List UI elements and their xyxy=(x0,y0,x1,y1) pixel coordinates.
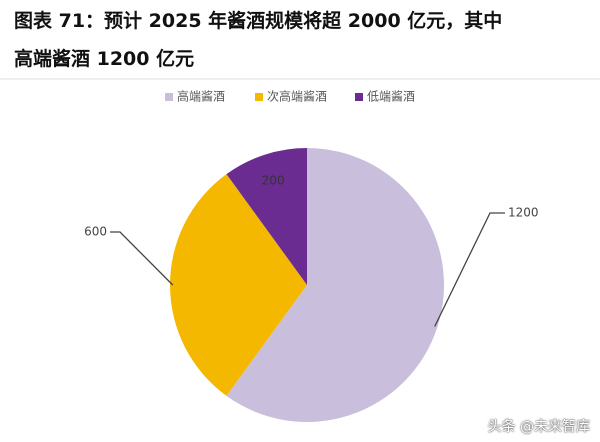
legend-label: 低端酱酒 xyxy=(367,89,415,104)
legend-swatch xyxy=(355,93,363,101)
legend-swatch xyxy=(165,93,173,101)
pie-slice xyxy=(226,148,444,422)
legend-label: 高端酱酒 xyxy=(177,89,225,104)
chart-title: 图表 71：预计 2025 年酱酒规模将超 2000 亿元，其中 高端酱酒 12… xyxy=(14,10,503,70)
data-label: 600 xyxy=(84,225,107,239)
leader-line xyxy=(110,231,174,286)
legend-label: 次高端酱酒 xyxy=(267,89,327,104)
data-label: 200 xyxy=(262,173,285,187)
pie-slice xyxy=(169,174,307,396)
watermark: 头条 @未来智库 xyxy=(487,419,590,435)
data-label: 1200 xyxy=(508,206,539,220)
legend-swatch xyxy=(255,93,263,101)
leader-line xyxy=(434,212,505,327)
pie-slice xyxy=(226,148,307,285)
